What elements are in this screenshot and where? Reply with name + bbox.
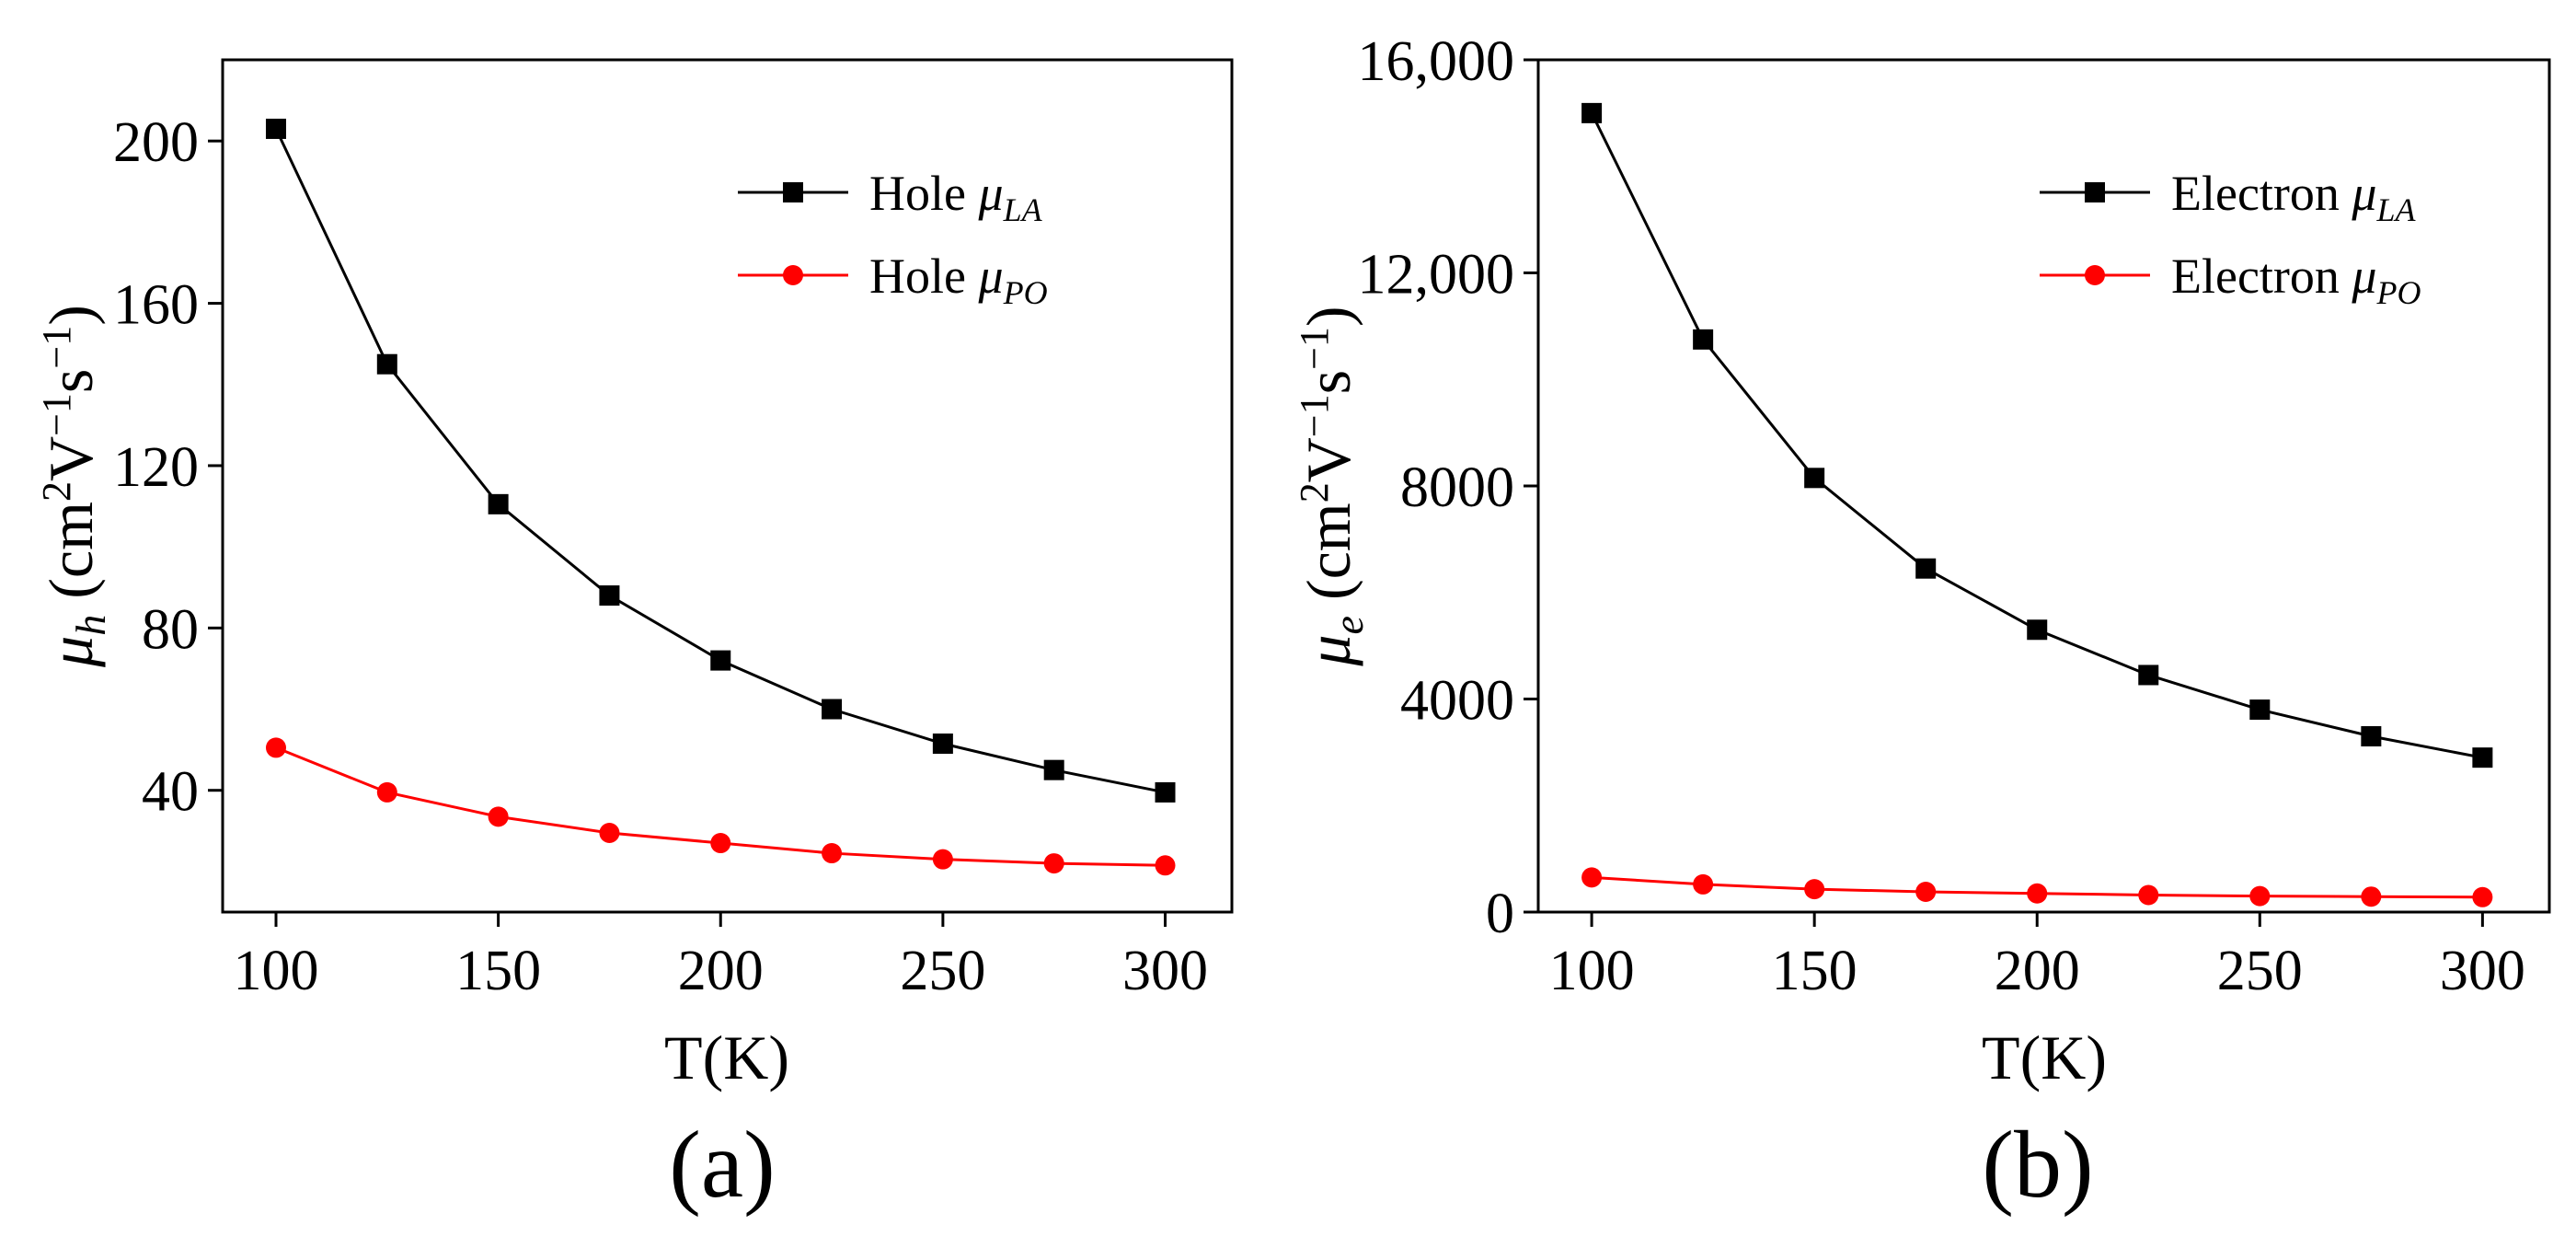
x-tick-label: 300 [2440,940,2525,1002]
data-point-po [2138,884,2159,906]
data-point-la [2361,726,2382,747]
x-tick-label: 100 [233,940,318,1002]
legend-marker-circle [2085,265,2105,285]
data-point-la [376,353,397,375]
series-line-la [274,128,1166,794]
x-tick-label: 150 [455,940,541,1002]
data-point-po [265,737,286,758]
y-tick-label: 120 [113,436,199,499]
data-point-po [1043,853,1064,874]
legend: Hole μLA Hole μPO [738,166,1048,311]
x-tick-label: 250 [2217,940,2303,1002]
legend-marker-circle [783,265,803,285]
legend: Electron μLA Electron μPO [2040,166,2421,311]
panel-b: 100 150 200 250 300 0 4000 8000 12,000 1… [1292,30,2551,1218]
y-tick-labels: 0 4000 8000 12,000 16,000 [1358,30,1515,945]
panel-label-a: (a) [669,1112,775,1218]
plot-frame [221,58,1234,914]
plot-frame [1536,58,2551,914]
data-point-la [1693,329,1714,350]
y-tick-label: 160 [113,274,199,337]
data-point-po [1804,879,1825,900]
series-layer [1581,102,2493,907]
data-point-po [599,823,620,844]
axis-ticks [1524,58,2484,927]
legend-label-po: Hole μPO [869,248,1048,311]
legend-marker-square [2085,182,2105,202]
x-axis-title: T(K) [664,1023,789,1092]
data-point-po [932,849,953,870]
legend-label-la: Hole μLA [869,166,1043,228]
data-point-la [1155,781,1176,803]
series-layer [265,118,1176,876]
data-point-po [822,843,843,864]
axis-ticks [208,139,1167,927]
y-tick-label: 4000 [1400,670,1514,733]
x-tick-label: 150 [1772,940,1857,1002]
data-point-po [710,833,731,854]
y-tick-labels: 40 80 120 160 200 [113,111,199,824]
y-tick-label: 12,000 [1358,244,1515,306]
y-axis-title: μe (cm2V−1s−1) [1292,306,1372,666]
data-point-la [1043,759,1064,780]
x-tick-labels: 100 150 200 250 300 [1549,940,2525,1002]
data-point-po [2027,883,2048,904]
x-tick-label: 100 [1549,940,1635,1002]
legend-label-po: Electron μPO [2171,248,2421,311]
panel-a: 100 150 200 250 300 40 80 120 160 200 T(… [34,58,1234,1218]
x-tick-label: 200 [1995,940,2080,1002]
data-point-po [488,806,509,827]
y-axis-title: μh (cm2V−1s−1) [34,305,114,668]
data-point-po [1693,873,1714,895]
data-point-po [1581,867,1603,888]
data-point-la [599,585,620,607]
data-point-po [1915,882,1937,903]
y-tick-label: 80 [142,598,199,661]
y-tick-label: 0 [1486,883,1514,945]
x-tick-label: 300 [1122,940,1208,1002]
data-point-po [376,781,397,803]
data-point-la [822,699,843,720]
y-tick-label: 16,000 [1358,30,1515,93]
y-tick-label: 200 [113,111,199,174]
panel-label-b: (b) [1982,1112,2093,1218]
data-point-la [1915,558,1937,579]
data-point-la [265,118,286,139]
data-point-la [2472,747,2493,768]
x-axis-title: T(K) [1982,1023,2107,1092]
data-point-la [932,734,953,755]
data-point-po [1155,855,1176,876]
data-point-la [488,493,509,514]
legend-marker-square [783,182,803,202]
data-point-la [1581,102,1603,123]
legend-label-la: Electron μLA [2171,166,2417,228]
y-tick-label: 40 [142,761,199,824]
y-tick-label: 8000 [1400,456,1514,519]
x-tick-labels: 100 150 200 250 300 [233,940,1208,1002]
x-tick-label: 200 [678,940,764,1002]
data-point-po [2361,886,2382,907]
data-point-la [2138,664,2159,686]
data-point-po [2249,885,2271,907]
data-point-po [2472,886,2493,907]
data-point-la [2027,619,2048,641]
data-point-la [2249,699,2271,721]
x-tick-label: 250 [900,940,985,1002]
data-point-la [1804,468,1825,489]
data-point-la [710,650,731,671]
